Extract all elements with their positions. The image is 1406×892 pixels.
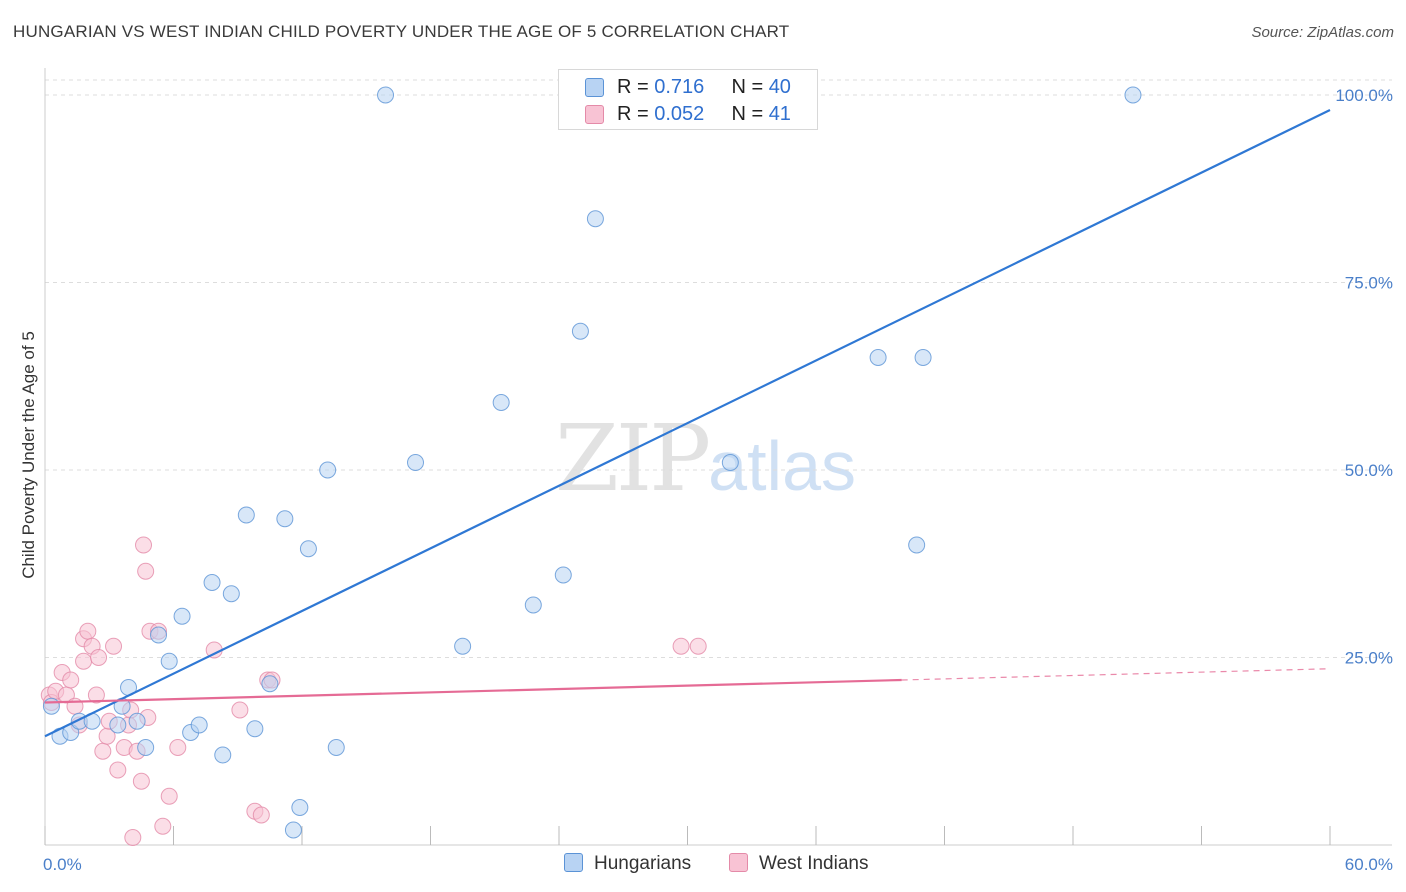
west-indians-points [40, 536, 707, 846]
hungarians-point [299, 540, 317, 558]
hungarians-point [284, 821, 302, 839]
hungarians-point [554, 566, 572, 584]
west-indians-point [124, 829, 142, 846]
hungarians-point [721, 454, 739, 471]
west-indians-point [160, 787, 178, 805]
west-indians-point [132, 772, 150, 790]
y-tick-label: 25.0% [1345, 649, 1393, 668]
west-indians-point [231, 701, 249, 719]
watermark: ZIPatlas [555, 405, 856, 512]
hungarians-point [869, 349, 887, 366]
hungarians-point [586, 210, 604, 228]
r-label: R = [617, 103, 655, 125]
west-indians-point [252, 806, 270, 824]
hungarians-point [137, 739, 155, 756]
r-value: 0.716 [654, 76, 705, 98]
hungarians-point [173, 607, 191, 625]
west-indians-point [87, 686, 105, 704]
west-indians-point [75, 652, 93, 670]
hungarians-point [150, 626, 168, 644]
n-label: N = [731, 103, 769, 125]
hungarians-point [908, 536, 926, 554]
y-tick-label: 75.0% [1345, 274, 1393, 293]
x-tick-label: 60.0% [1345, 855, 1393, 874]
y-axis-title: Child Poverty Under the Age of 5 [19, 331, 38, 579]
hungarians-point [222, 585, 240, 603]
axes [44, 68, 1392, 846]
hungarians-point [109, 716, 127, 734]
west-indians-point [90, 649, 108, 666]
n-label: N = [731, 76, 769, 98]
hungarians-swatch [585, 78, 604, 97]
west-indians-point [137, 562, 155, 580]
hungarians-point [276, 510, 294, 528]
hungarians-point [42, 697, 60, 715]
hungarians-point [914, 349, 932, 366]
series-legend: Hungarians West Indians [0, 850, 1406, 880]
west-indians-point [109, 761, 127, 779]
west-indians-trend-extension [901, 668, 1331, 681]
hungarians-point [319, 461, 337, 479]
correlation-legend: R = 0.716 N = 40 R = 0.052 N = 41 [558, 69, 818, 130]
hungarians-point [190, 716, 208, 734]
legend-label: Hungarians [594, 853, 692, 874]
chart-title: HUNGARIAN VS WEST INDIAN CHILD POVERTY U… [13, 22, 790, 41]
hungarians-point [454, 637, 472, 655]
hungarians-swatch [564, 853, 583, 872]
trend-lines [44, 109, 1331, 738]
y-tick-label: 50.0% [1345, 461, 1393, 480]
hungarians-point [327, 739, 345, 756]
r-value: 0.052 [654, 103, 705, 125]
west-indians-point [94, 742, 112, 760]
source-label: Source: ZipAtlas.com [1251, 24, 1394, 41]
west-indians-point [689, 637, 707, 655]
hungarians-point [1124, 86, 1142, 104]
west-indians-trend-line [44, 678, 902, 704]
west-indians-point [79, 622, 97, 640]
west-indians-point [154, 817, 172, 835]
west-indians-swatch [729, 853, 748, 872]
hungarians-point [377, 86, 395, 104]
hungarians-point [524, 596, 542, 614]
hungarians-point [203, 574, 221, 591]
west-indians-swatch [585, 105, 604, 124]
west-indians-point [62, 671, 80, 689]
hungarians-point [214, 746, 232, 764]
n-value: 41 [768, 103, 791, 125]
hungarians-point [291, 799, 309, 816]
hungarians-point [571, 322, 589, 340]
grid-lines [45, 79, 1392, 658]
hungarians-point [237, 506, 255, 524]
hungarians-point [407, 454, 425, 471]
west-indians-point [135, 536, 153, 554]
hungarians-point [492, 394, 510, 411]
west-indians-point [672, 637, 690, 655]
r-label: R = [617, 76, 655, 98]
west-indians-point [105, 637, 123, 655]
x-tick-label: 0.0% [43, 855, 82, 874]
legend-label: West Indians [759, 853, 869, 874]
n-value: 40 [768, 76, 791, 98]
watermark-zip: ZIP [555, 405, 711, 512]
tick-labels: 25.0% 50.0% 75.0% 100.0% 0.0% 60.0% [43, 86, 1393, 874]
hungarians-point [160, 652, 178, 670]
hungarians-point [128, 712, 146, 730]
west-indians-point [169, 739, 187, 756]
y-tick-label: 100.0% [1335, 86, 1393, 105]
hungarians-point [261, 675, 279, 693]
hungarians-trend-line [44, 109, 1331, 738]
hungarians-points [42, 86, 1142, 839]
hungarians-point [246, 720, 264, 738]
